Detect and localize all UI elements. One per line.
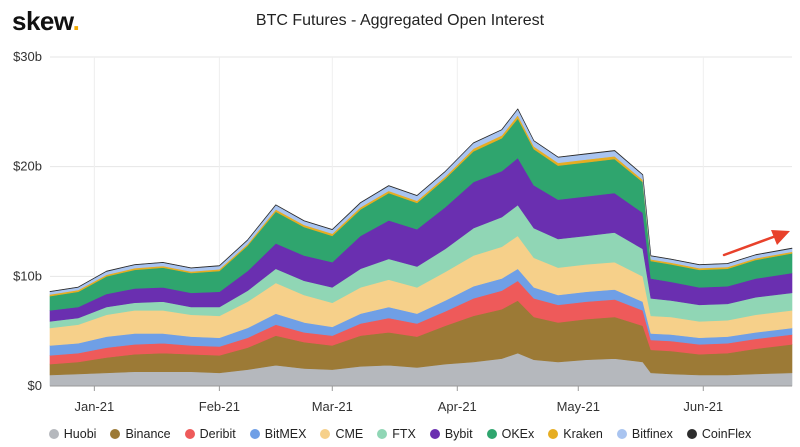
y-tick-label: $10b: [13, 268, 42, 283]
legend-item-cme[interactable]: CME: [320, 424, 363, 444]
arrow-head: [771, 230, 790, 245]
legend-dot-icon: [249, 429, 260, 439]
x-tick-label: Apr-21: [438, 399, 477, 414]
annotation-arrow: [722, 230, 790, 257]
legend-dot-icon: [616, 429, 627, 439]
x-tick-label: May-21: [557, 399, 600, 414]
legend-dot-icon: [48, 429, 59, 439]
areas: [49, 108, 793, 387]
y-axis: $0 $10b $20b $30b: [13, 49, 42, 393]
legend-dot-icon: [377, 429, 388, 439]
logo-text: skew: [12, 6, 73, 36]
legend-label: OKEx: [501, 427, 535, 441]
legend-item-coinflex[interactable]: CoinFlex: [686, 424, 752, 444]
legend-label: CoinFlex: [701, 427, 752, 441]
x-tick-label: Feb-21: [199, 399, 240, 414]
x-tick-label: Jan-21: [74, 399, 114, 414]
legend-item-ftx[interactable]: FTX: [377, 424, 416, 444]
chart-title: BTC Futures - Aggregated Open Interest: [255, 12, 545, 29]
logo-dot: .: [72, 6, 80, 36]
y-tick-label: $20b: [13, 159, 42, 174]
legend-dot-icon: [686, 429, 697, 439]
arrow-shaft: [722, 234, 778, 257]
legend-label: Bybit: [444, 427, 473, 441]
legend-label: CME: [335, 427, 364, 441]
legend-item-bitmex[interactable]: BitMEX: [249, 424, 307, 444]
legend-dot-icon: [548, 429, 559, 439]
legend-label: Huobi: [63, 427, 97, 441]
legend-label: BitMEX: [264, 427, 307, 441]
legend-dot-icon: [429, 429, 440, 439]
legend-label: Kraken: [563, 427, 603, 441]
y-tick-label: $30b: [13, 49, 42, 64]
legend-item-huobi[interactable]: Huobi: [48, 424, 97, 444]
legend-item-binance[interactable]: Binance: [110, 424, 171, 444]
legend-item-kraken[interactable]: Kraken: [548, 424, 603, 444]
x-tick-label: Jun-21: [683, 399, 723, 414]
legend-dot-icon: [184, 429, 195, 439]
legend-label: FTX: [392, 427, 416, 441]
legend-item-bybit[interactable]: Bybit: [429, 424, 473, 444]
chart: skew $0$10b$20b$30b Jan-21Feb-21Mar-21Ap…: [13, 49, 793, 414]
x-tick-label: Mar-21: [312, 399, 353, 414]
area-coinflex: [49, 108, 793, 292]
legend-label: Binance: [125, 427, 171, 441]
legend-dot-icon: [320, 429, 331, 439]
legend-dot-icon: [486, 429, 497, 439]
x-axis: Jan-21 Feb-21 Mar-21 Apr-21 May-21 Jun-21: [50, 385, 792, 414]
y-tick-label: $0: [28, 378, 42, 393]
skew-logo: skew.: [12, 6, 80, 37]
legend-label: Deribit: [199, 427, 236, 441]
legend-item-okex[interactable]: OKEx: [486, 424, 535, 444]
legend-dot-icon: [110, 429, 121, 439]
legend: Huobi Binance Deribit BitMEX CME FTX Bybit OKEx…: [0, 424, 800, 444]
legend-item-deribit[interactable]: Deribit: [184, 424, 236, 444]
legend-item-bitfinex[interactable]: Bitfinex: [616, 424, 673, 444]
legend-label: Bitfinex: [631, 427, 673, 441]
